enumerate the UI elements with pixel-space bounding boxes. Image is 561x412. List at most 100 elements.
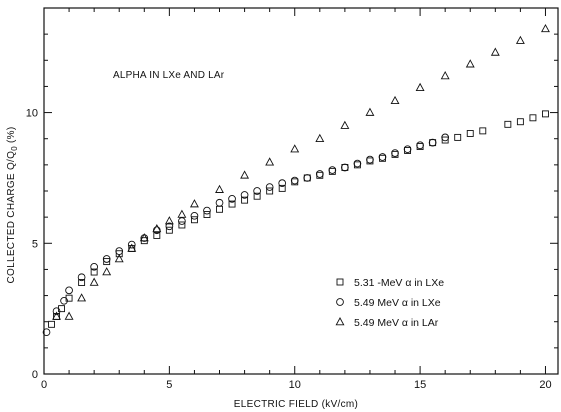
legend-label: 5.31 -MeV α in LXe <box>354 277 444 289</box>
x-tick-label: 15 <box>414 379 426 391</box>
legend: 5.31 -MeV α in LXe 5.49 MeV α in LXe 5.49 … <box>335 277 444 329</box>
circle-data-point <box>90 262 98 271</box>
triangle-data-point <box>390 95 400 105</box>
triangle-data-point <box>52 311 61 320</box>
triangle-data-point <box>127 243 137 252</box>
circle-data-point <box>428 138 437 147</box>
circle-data-point <box>52 307 61 316</box>
triangle-data-point <box>265 157 275 166</box>
circle-data-point <box>303 174 312 182</box>
circle-data-point <box>353 159 362 168</box>
y-axis-title: COLLECTED CHARGE Q/Q0 (%) <box>6 127 19 284</box>
circle-data-point <box>315 170 324 178</box>
circle-data-point <box>127 240 136 249</box>
square-data-point <box>516 118 524 126</box>
triangle-data-point <box>114 254 124 263</box>
square-data-point <box>178 221 186 229</box>
x-tick-label: 5 <box>166 379 172 391</box>
square-data-point <box>266 187 274 195</box>
triangle-data-point <box>164 216 174 225</box>
triangle-data-point <box>240 170 250 179</box>
circle-data-point <box>77 273 86 282</box>
circle-data-point <box>215 198 224 207</box>
triangle-data-point <box>315 133 325 142</box>
y-tick-label: 5 <box>32 238 38 250</box>
legend-circle-marker <box>336 298 344 306</box>
circle-data-point <box>102 255 111 263</box>
circle-data-point <box>253 187 261 195</box>
legend-square-marker <box>336 278 344 286</box>
square-data-point <box>441 136 449 144</box>
triangle-data-point <box>102 267 112 276</box>
triangle-data-point <box>440 71 450 80</box>
square-data-point <box>542 110 549 118</box>
square-data-point <box>90 268 98 276</box>
triangle-data-point <box>64 311 74 320</box>
square-data-point <box>203 211 211 218</box>
chart-annotation: ALPHA IN LXe AND LAr <box>113 70 225 81</box>
triangle-data-point <box>541 23 550 33</box>
triangle-data-point <box>139 233 149 242</box>
square-data-point <box>466 130 474 137</box>
circle-data-point <box>203 206 211 215</box>
circle-data-point <box>278 179 287 188</box>
square-data-point <box>278 184 286 192</box>
triangle-data-point <box>215 184 224 193</box>
circle-data-point <box>391 149 399 157</box>
triangle-data-point <box>77 293 87 302</box>
triangle-data-point <box>465 59 475 68</box>
circle-data-point <box>378 153 387 161</box>
legend-triangle-marker <box>335 317 345 326</box>
x-axis-title: ELECTRIC FIELD (kV/cm) <box>234 399 358 410</box>
square-data-point <box>241 196 249 204</box>
triangle-data-point <box>490 47 500 56</box>
ticks: 0 5 10 15 20 0 5 10 <box>26 7 558 391</box>
square-data-point <box>479 127 487 135</box>
triangle-data-point <box>365 107 375 116</box>
data-points <box>42 23 550 337</box>
circle-data-point <box>341 163 349 172</box>
triangle-data-point <box>415 82 425 91</box>
square-data-point <box>529 114 537 122</box>
legend-label: 5.49 MeV α in LXe <box>354 297 441 309</box>
square-data-point <box>504 120 512 128</box>
y-tick-label: 10 <box>26 108 38 120</box>
circle-data-point <box>240 191 249 199</box>
circle-data-point <box>290 176 299 185</box>
square-data-point <box>253 192 261 200</box>
triangle-data-point <box>189 199 199 208</box>
x-tick-label: 0 <box>41 379 47 391</box>
square-data-point <box>216 205 223 213</box>
circle-data-point <box>441 133 450 142</box>
axes <box>43 7 559 375</box>
triangle-data-point <box>515 35 525 44</box>
y-axis-title-subscript: 0 <box>10 146 19 151</box>
circle-data-point <box>228 194 236 203</box>
circle-data-point <box>65 286 73 295</box>
circle-data-point <box>265 183 274 191</box>
plot-frame <box>43 7 559 375</box>
square-data-point <box>165 226 173 234</box>
circle-data-point <box>190 211 199 220</box>
square-data-point <box>103 258 111 266</box>
circle-data-point <box>328 166 337 174</box>
square-data-point <box>190 216 198 224</box>
circle-data-point <box>403 145 412 154</box>
square-data-point <box>78 279 86 286</box>
triangle-data-point <box>152 223 162 233</box>
circle-data-point <box>178 217 186 225</box>
triangle-data-point <box>340 120 350 129</box>
circle-data-point <box>366 155 374 164</box>
legend-label: 5.49 MeV α in LAr <box>354 317 439 329</box>
y-axis-title-unit: (%) <box>6 127 17 147</box>
circle-data-point <box>416 141 424 150</box>
square-data-point <box>454 133 462 141</box>
x-tick-label: 10 <box>289 379 301 391</box>
circle-data-point <box>42 328 51 337</box>
triangle-data-point <box>177 209 187 218</box>
y-axis-title-main: COLLECTED CHARGE Q/Q <box>6 151 17 284</box>
circle-data-point <box>60 296 68 305</box>
y-tick-label: 0 <box>32 369 38 381</box>
circle-data-point <box>165 222 174 231</box>
